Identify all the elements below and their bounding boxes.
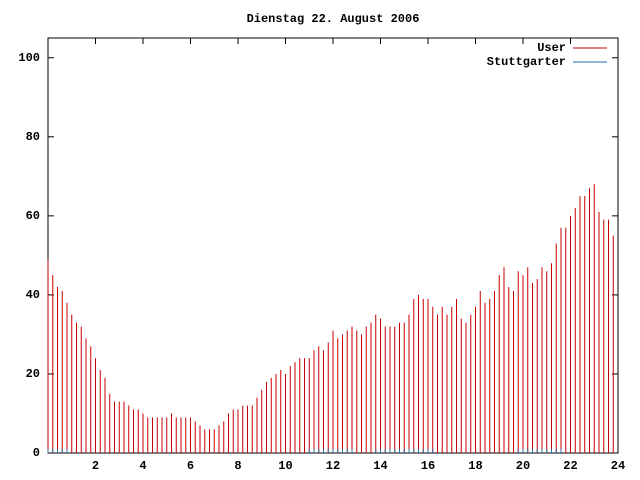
x-tick-label: 24 — [611, 459, 625, 473]
x-tick-label: 22 — [563, 459, 577, 473]
y-tick-label: 40 — [26, 288, 40, 302]
x-tick-label: 20 — [516, 459, 530, 473]
x-tick-label: 8 — [234, 459, 241, 473]
x-tick-label: 6 — [187, 459, 194, 473]
x-tick-label: 18 — [468, 459, 482, 473]
y-tick-label: 60 — [26, 209, 40, 223]
chart-title: Dienstag 22. August 2006 — [247, 12, 420, 26]
y-tick-label: 80 — [26, 130, 40, 144]
legend-label: User — [537, 41, 566, 55]
y-tick-label: 100 — [18, 51, 40, 65]
x-tick-label: 10 — [278, 459, 292, 473]
x-tick-label: 12 — [326, 459, 340, 473]
legend-label: Stuttgarter — [487, 55, 566, 69]
y-tick-label: 0 — [33, 446, 40, 460]
x-tick-label: 4 — [139, 459, 146, 473]
x-tick-label: 14 — [373, 459, 387, 473]
x-tick-label: 16 — [421, 459, 435, 473]
x-tick-label: 2 — [92, 459, 99, 473]
y-tick-label: 20 — [26, 367, 40, 381]
